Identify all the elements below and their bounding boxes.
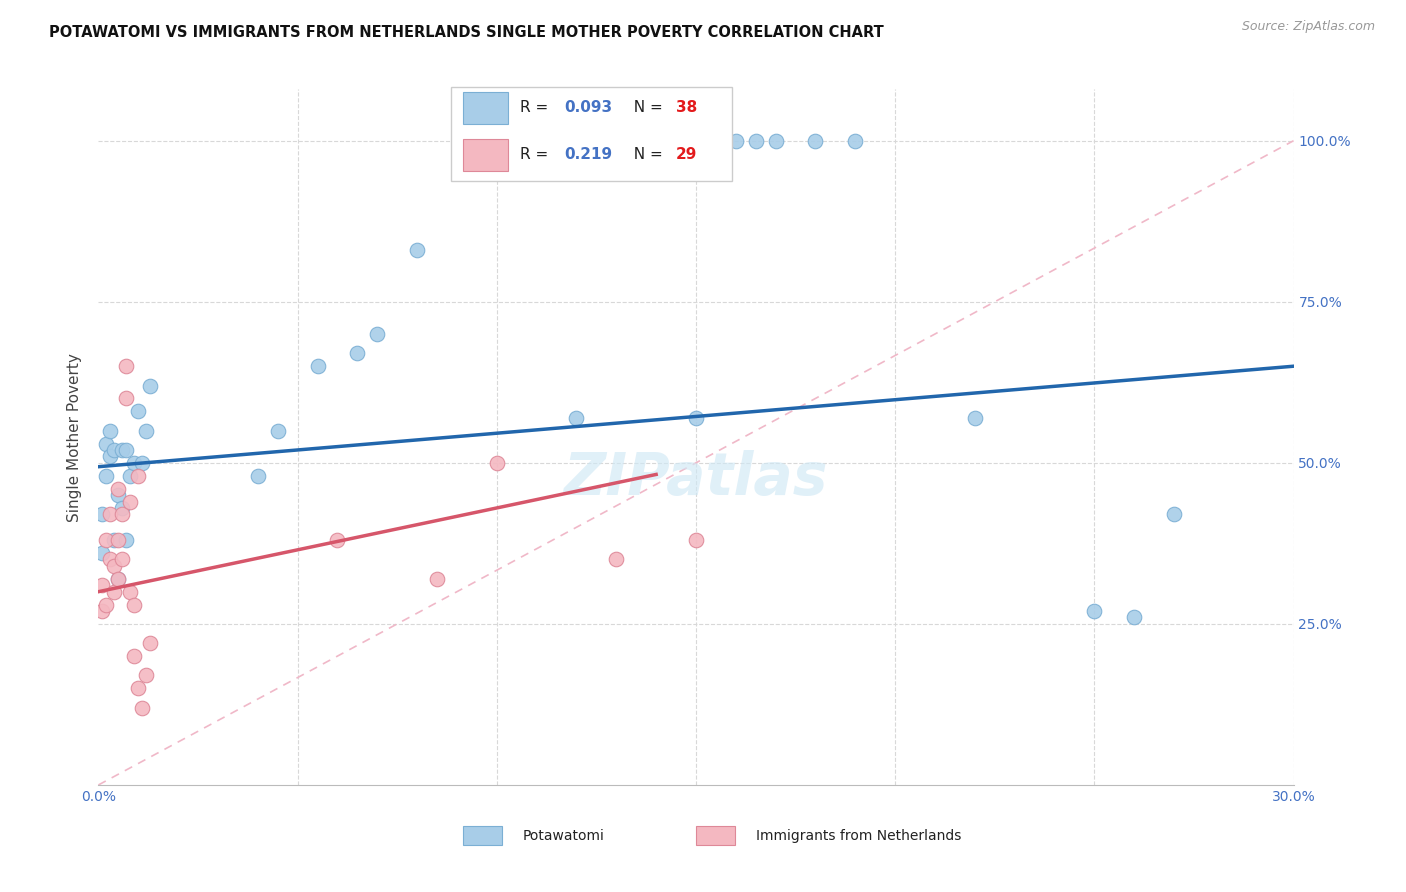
Text: Source: ZipAtlas.com: Source: ZipAtlas.com bbox=[1241, 20, 1375, 33]
Point bbox=[103, 533, 125, 548]
Text: 29: 29 bbox=[676, 147, 697, 162]
Point bbox=[120, 494, 142, 508]
Text: 38: 38 bbox=[676, 100, 697, 115]
FancyBboxPatch shape bbox=[451, 87, 733, 181]
Point bbox=[426, 572, 449, 586]
Y-axis label: Single Mother Poverty: Single Mother Poverty bbox=[67, 352, 83, 522]
Point bbox=[103, 584, 125, 599]
Point bbox=[406, 244, 429, 258]
Point bbox=[98, 508, 122, 522]
Point bbox=[1123, 610, 1146, 624]
Point bbox=[96, 436, 118, 450]
Point bbox=[127, 404, 149, 418]
Point bbox=[685, 533, 707, 548]
Point bbox=[1083, 604, 1105, 618]
Point bbox=[765, 134, 787, 148]
Point bbox=[139, 378, 162, 392]
FancyBboxPatch shape bbox=[463, 92, 509, 124]
Point bbox=[91, 604, 114, 618]
Point bbox=[307, 359, 329, 374]
Point bbox=[724, 134, 747, 148]
Point bbox=[107, 572, 129, 586]
Point bbox=[246, 468, 269, 483]
Point bbox=[124, 598, 146, 612]
Point bbox=[963, 410, 986, 425]
Point bbox=[124, 649, 146, 664]
Point bbox=[107, 572, 129, 586]
Point bbox=[111, 442, 134, 457]
Point bbox=[135, 424, 157, 438]
Point bbox=[267, 424, 290, 438]
Point bbox=[91, 508, 114, 522]
Point bbox=[804, 134, 827, 148]
Point bbox=[844, 134, 866, 148]
Point bbox=[565, 410, 588, 425]
Point bbox=[96, 533, 118, 548]
Text: Immigrants from Netherlands: Immigrants from Netherlands bbox=[756, 829, 962, 843]
Text: POTAWATOMI VS IMMIGRANTS FROM NETHERLANDS SINGLE MOTHER POVERTY CORRELATION CHAR: POTAWATOMI VS IMMIGRANTS FROM NETHERLAND… bbox=[49, 25, 884, 40]
Point bbox=[103, 442, 125, 457]
Point bbox=[96, 598, 118, 612]
Point bbox=[346, 346, 368, 360]
Text: 0.219: 0.219 bbox=[565, 147, 613, 162]
FancyBboxPatch shape bbox=[463, 826, 502, 846]
Point bbox=[135, 668, 157, 682]
Point bbox=[326, 533, 349, 548]
Point bbox=[704, 134, 727, 148]
Point bbox=[115, 359, 138, 374]
Point bbox=[115, 392, 138, 406]
Point bbox=[111, 508, 134, 522]
Point bbox=[131, 456, 153, 470]
Point bbox=[127, 468, 149, 483]
Point bbox=[96, 468, 118, 483]
Point bbox=[91, 578, 114, 592]
Point bbox=[98, 552, 122, 566]
Point bbox=[111, 552, 134, 566]
Text: N =: N = bbox=[624, 100, 668, 115]
Point bbox=[107, 488, 129, 502]
Point bbox=[115, 442, 138, 457]
Point bbox=[103, 558, 125, 573]
Point bbox=[124, 456, 146, 470]
Point bbox=[107, 482, 129, 496]
Point bbox=[120, 584, 142, 599]
Text: N =: N = bbox=[624, 147, 668, 162]
Text: Potawatomi: Potawatomi bbox=[523, 829, 605, 843]
Point bbox=[366, 326, 388, 341]
Text: R =: R = bbox=[520, 100, 554, 115]
Point bbox=[98, 450, 122, 464]
Point bbox=[98, 424, 122, 438]
Point bbox=[605, 552, 627, 566]
Point bbox=[1163, 508, 1185, 522]
Point bbox=[485, 456, 508, 470]
Point bbox=[115, 533, 138, 548]
Point bbox=[131, 700, 153, 714]
Point bbox=[91, 546, 114, 560]
FancyBboxPatch shape bbox=[463, 139, 509, 170]
Text: ZIPatlas: ZIPatlas bbox=[564, 450, 828, 508]
Point bbox=[111, 500, 134, 515]
Point bbox=[745, 134, 768, 148]
Point bbox=[120, 468, 142, 483]
Point bbox=[127, 681, 149, 696]
Point bbox=[139, 636, 162, 650]
Point bbox=[107, 533, 129, 548]
Text: R =: R = bbox=[520, 147, 554, 162]
Point bbox=[685, 410, 707, 425]
Text: 0.093: 0.093 bbox=[565, 100, 613, 115]
FancyBboxPatch shape bbox=[696, 826, 735, 846]
